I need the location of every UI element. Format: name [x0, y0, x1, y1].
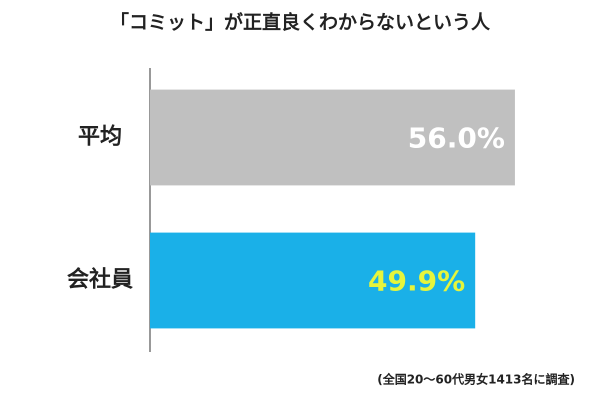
- category-label: 会社員: [67, 267, 133, 293]
- value-label: 56.0%: [408, 122, 505, 155]
- chart-title: 「コミット」が正直良くわからないという人: [110, 11, 491, 34]
- category-label: 平均: [78, 124, 122, 150]
- bar: [150, 232, 476, 329]
- value-label: 49.9%: [368, 265, 465, 298]
- bar: [150, 89, 515, 186]
- footnote: (全国20～60代男女1413名に調査): [377, 372, 575, 387]
